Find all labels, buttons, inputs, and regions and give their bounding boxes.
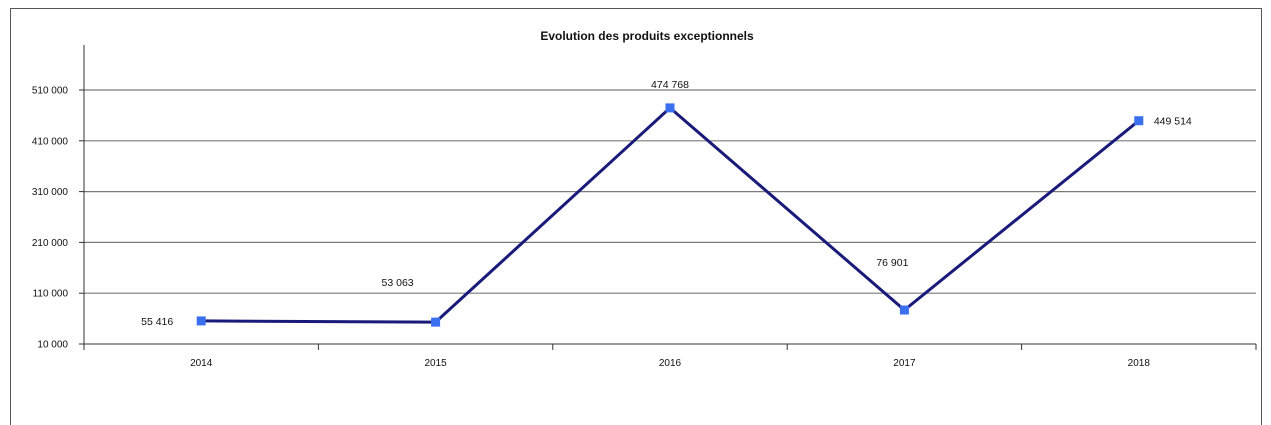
- series-lines: [201, 105, 1140, 324]
- x-tick-label: 2018: [1128, 358, 1151, 369]
- y-tick-label: 10 000: [37, 340, 68, 351]
- data-point: [431, 317, 441, 327]
- data-label: 55 416: [141, 316, 173, 328]
- y-tick-label: 410 000: [32, 136, 69, 147]
- x-tick-label: 2016: [659, 358, 682, 369]
- x-axis-ticks: 2014 2015 2016 2017 2018: [83, 344, 1257, 369]
- data-label: 474 768: [651, 79, 689, 91]
- series-line: [201, 105, 1140, 324]
- y-axis-ticks: 10 000 110 000 210 000 310 000 410 000 510 00…: [32, 86, 84, 351]
- chart-title: Evolution des produits exceptionnels: [540, 29, 754, 43]
- axes: [83, 45, 1256, 345]
- y-tick-label: 110 000: [33, 289, 69, 300]
- data-point: [196, 316, 206, 326]
- data-label: 76 901: [876, 257, 908, 269]
- data-point: [899, 305, 909, 315]
- data-labels: 55 416 53 063 474 768 76 901 449 514: [141, 79, 1192, 328]
- x-tick-label: 2014: [190, 358, 213, 369]
- y-tick-label: 310 000: [32, 187, 69, 198]
- grid-lines: [84, 89, 1256, 294]
- data-points: [196, 103, 1144, 327]
- y-tick-label: 510 000: [32, 86, 69, 97]
- data-label: 53 063: [382, 277, 414, 289]
- x-tick-label: 2015: [424, 358, 447, 369]
- data-point: [1134, 116, 1144, 126]
- chart-frame: [10, 8, 1262, 425]
- data-label: 449 514: [1154, 116, 1192, 128]
- data-point: [665, 103, 675, 113]
- y-tick-label: 210 000: [32, 238, 69, 249]
- x-tick-label: 2017: [893, 358, 916, 369]
